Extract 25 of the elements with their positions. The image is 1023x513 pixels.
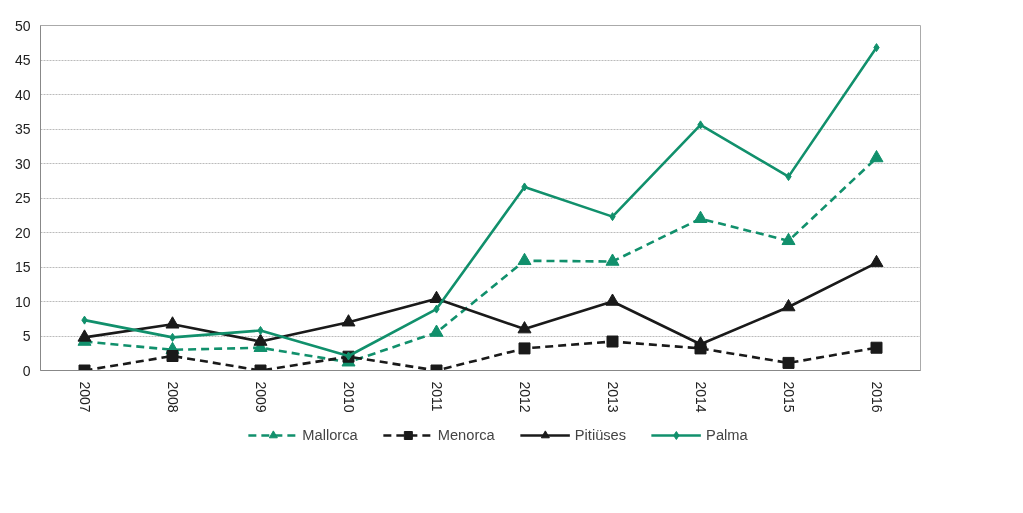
x-tick-label: 2014 [692, 381, 709, 413]
y-tick-label: 20 [14, 224, 31, 241]
x-tick-label: 2008 [164, 381, 181, 413]
legend-label: Pitiüses [574, 427, 627, 443]
x-tick-label: 2007 [76, 381, 93, 413]
x-tick-label: 2015 [780, 381, 797, 413]
legend-label: Mallorca [302, 427, 358, 443]
x-tick-label: 2011 [428, 381, 445, 412]
y-tick-label: 30 [14, 155, 31, 172]
y-tick-label: 0 [22, 362, 31, 379]
y-tick-label: 40 [14, 86, 31, 103]
x-tick-label: 2010 [340, 381, 357, 413]
x-tick-label: 2016 [868, 381, 885, 413]
y-tick-label: 5 [22, 328, 31, 344]
legend-label: Palma [706, 427, 748, 443]
y-tick-label: 45 [14, 52, 31, 68]
legend-label: Menorca [437, 427, 495, 443]
x-tick-label: 2013 [604, 381, 621, 413]
y-tick-label: 35 [14, 121, 31, 137]
y-tick-label: 25 [14, 190, 31, 206]
y-tick-label: 10 [14, 293, 31, 310]
y-tick-label: 50 [14, 17, 31, 34]
x-tick-label: 2012 [516, 381, 533, 413]
x-tick-label: 2009 [252, 381, 269, 413]
y-tick-label: 15 [14, 259, 31, 275]
